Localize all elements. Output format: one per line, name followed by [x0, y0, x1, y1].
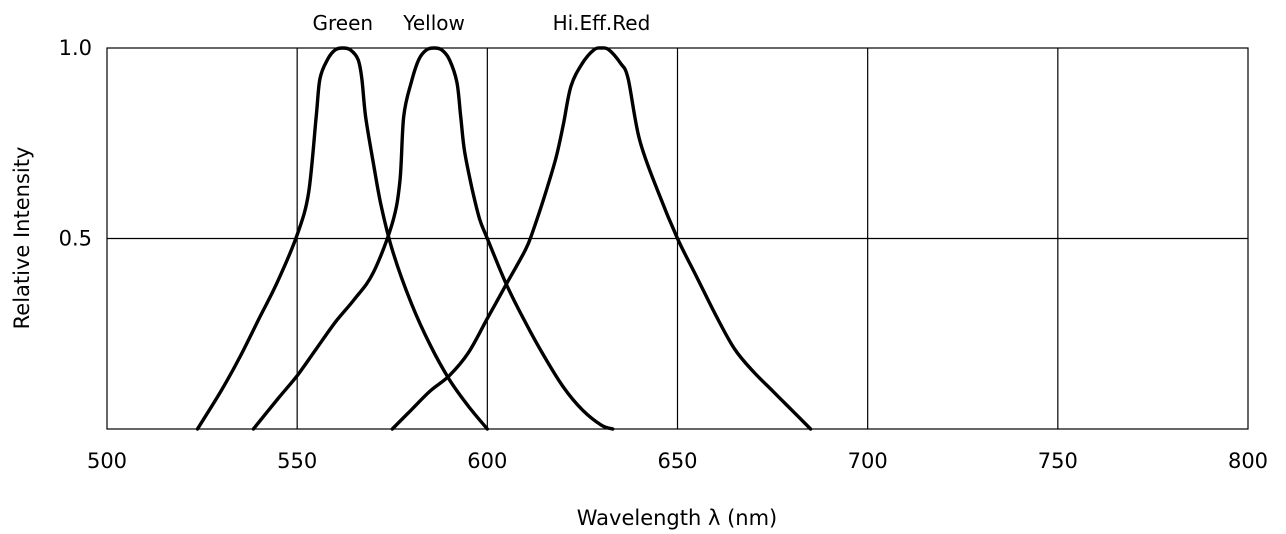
x-tick-label: 750 [1038, 449, 1078, 473]
plot-frame [106, 47, 1249, 430]
x-tick-label: 800 [1228, 449, 1268, 473]
y-tick-label: 1.0 [59, 36, 92, 60]
series-label-yellow: Yellow [402, 11, 465, 35]
x-tick-label: 500 [87, 449, 127, 473]
series-curve-yellow [251, 46, 615, 431]
x-tick-label: 550 [277, 449, 317, 473]
y-axis-label: Relative Intensity [10, 147, 34, 330]
series-labels: Green Yellow Hi.Eff.Red [313, 11, 651, 35]
x-tick-label: 700 [848, 449, 888, 473]
series-curve-hi-eff-red [390, 46, 813, 431]
x-axis-label: Wavelength λ (nm) [577, 506, 778, 530]
series-label-hi-eff-red: Hi.Eff.Red [553, 11, 651, 35]
x-tick-label: 650 [657, 449, 697, 473]
series-label-green: Green [313, 11, 374, 35]
tick-labels: 500 550 600 650 700 750 800 0.5 1.0 [59, 36, 1268, 473]
series-curves [195, 46, 813, 431]
y-tick-label: 0.5 [59, 227, 92, 251]
series-curve-green [195, 46, 489, 431]
x-tick-label: 600 [467, 449, 507, 473]
